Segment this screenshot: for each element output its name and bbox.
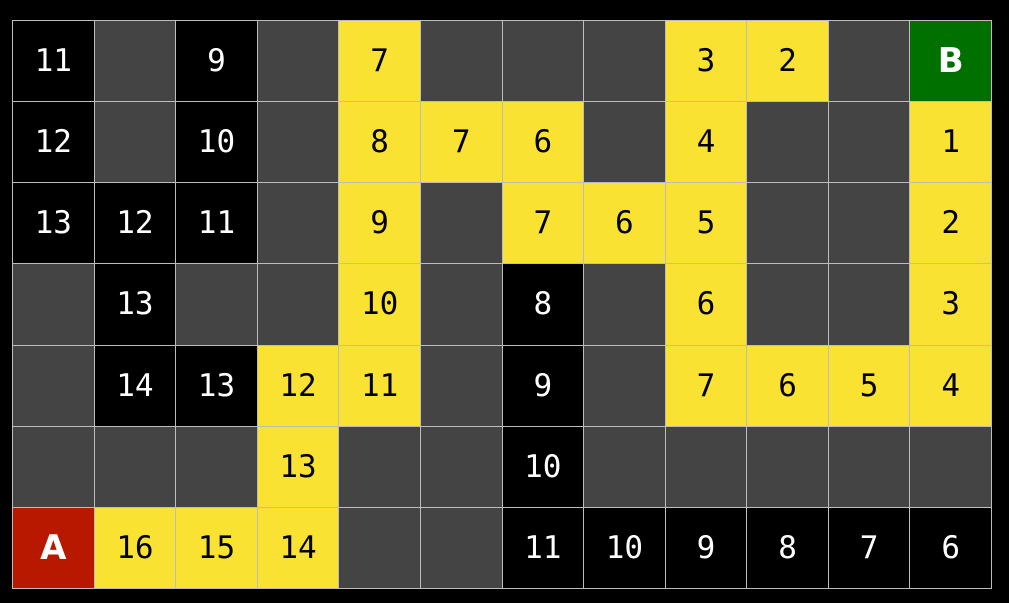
wall-cell[interactable]: [420, 21, 502, 102]
wall-cell[interactable]: [176, 426, 257, 507]
start-cell[interactable]: A: [13, 507, 94, 588]
path-cell[interactable]: 5: [828, 345, 910, 426]
wall-cell[interactable]: [420, 507, 502, 588]
wall-cell[interactable]: [747, 102, 828, 183]
wall-cell[interactable]: [94, 21, 176, 102]
wall-cell[interactable]: [828, 183, 910, 264]
wall-cell[interactable]: [94, 426, 176, 507]
visited-cell[interactable]: 10: [176, 102, 257, 183]
path-cell[interactable]: 4: [910, 345, 991, 426]
visited-cell[interactable]: 8: [747, 507, 828, 588]
wall-cell[interactable]: [584, 345, 665, 426]
path-cell[interactable]: 3: [910, 264, 991, 345]
wall-cell[interactable]: [257, 183, 339, 264]
path-cell[interactable]: 6: [584, 183, 665, 264]
visited-cell[interactable]: 13: [13, 183, 94, 264]
wall-cell[interactable]: [257, 21, 339, 102]
wall-cell[interactable]: [584, 426, 665, 507]
path-cell[interactable]: 8: [339, 102, 420, 183]
wall-cell[interactable]: [828, 426, 910, 507]
path-cell[interactable]: 6: [747, 345, 828, 426]
visited-cell[interactable]: 11: [176, 183, 257, 264]
wall-cell[interactable]: [420, 264, 502, 345]
visited-cell[interactable]: 9: [665, 507, 747, 588]
visited-cell[interactable]: 8: [502, 264, 584, 345]
path-cell[interactable]: 12: [257, 345, 339, 426]
wall-cell[interactable]: [502, 21, 584, 102]
maze-grid: 11 9 7 3 2 B 12 10 8 7 6 4 1 13 12 11 9 7 6 5 2 13 10 8 6 3 14 13 12…: [12, 20, 992, 589]
wall-cell[interactable]: [584, 21, 665, 102]
path-cell[interactable]: 5: [665, 183, 747, 264]
visited-cell[interactable]: 11: [502, 507, 584, 588]
wall-cell[interactable]: [339, 507, 420, 588]
wall-cell[interactable]: [747, 426, 828, 507]
wall-cell[interactable]: [13, 426, 94, 507]
path-cell[interactable]: 13: [257, 426, 339, 507]
path-cell[interactable]: 14: [257, 507, 339, 588]
wall-cell[interactable]: [665, 426, 747, 507]
wall-cell[interactable]: [584, 102, 665, 183]
wall-cell[interactable]: [94, 102, 176, 183]
path-cell[interactable]: 9: [339, 183, 420, 264]
wall-cell[interactable]: [910, 426, 991, 507]
goal-cell[interactable]: B: [910, 21, 991, 102]
visited-cell[interactable]: 13: [176, 345, 257, 426]
visited-cell[interactable]: 7: [828, 507, 910, 588]
wall-cell[interactable]: [257, 102, 339, 183]
wall-cell[interactable]: [828, 21, 910, 102]
wall-cell[interactable]: [747, 183, 828, 264]
path-cell[interactable]: 7: [665, 345, 747, 426]
wall-cell[interactable]: [176, 264, 257, 345]
path-cell[interactable]: 3: [665, 21, 747, 102]
visited-cell[interactable]: 9: [176, 21, 257, 102]
path-cell[interactable]: 2: [910, 183, 991, 264]
path-cell[interactable]: 7: [420, 102, 502, 183]
wall-cell[interactable]: [13, 345, 94, 426]
visited-cell[interactable]: 13: [94, 264, 176, 345]
wall-cell[interactable]: [420, 183, 502, 264]
wall-cell[interactable]: [13, 264, 94, 345]
path-cell[interactable]: 10: [339, 264, 420, 345]
path-cell[interactable]: 4: [665, 102, 747, 183]
wall-cell[interactable]: [584, 264, 665, 345]
visited-cell[interactable]: 9: [502, 345, 584, 426]
visited-cell[interactable]: 14: [94, 345, 176, 426]
path-cell[interactable]: 6: [665, 264, 747, 345]
wall-cell[interactable]: [828, 102, 910, 183]
wall-cell[interactable]: [747, 264, 828, 345]
wall-cell[interactable]: [420, 345, 502, 426]
wall-cell[interactable]: [339, 426, 420, 507]
visited-cell[interactable]: 6: [910, 507, 991, 588]
path-cell[interactable]: 1: [910, 102, 991, 183]
visited-cell[interactable]: 10: [584, 507, 665, 588]
visited-cell[interactable]: 10: [502, 426, 584, 507]
wall-cell[interactable]: [828, 264, 910, 345]
path-cell[interactable]: 7: [502, 183, 584, 264]
visited-cell[interactable]: 12: [94, 183, 176, 264]
visited-cell[interactable]: 12: [13, 102, 94, 183]
path-cell[interactable]: 16: [94, 507, 176, 588]
path-cell[interactable]: 11: [339, 345, 420, 426]
wall-cell[interactable]: [420, 426, 502, 507]
path-cell[interactable]: 15: [176, 507, 257, 588]
path-cell[interactable]: 2: [747, 21, 828, 102]
path-cell[interactable]: 7: [339, 21, 420, 102]
wall-cell[interactable]: [257, 264, 339, 345]
visited-cell[interactable]: 11: [13, 21, 94, 102]
path-cell[interactable]: 6: [502, 102, 584, 183]
